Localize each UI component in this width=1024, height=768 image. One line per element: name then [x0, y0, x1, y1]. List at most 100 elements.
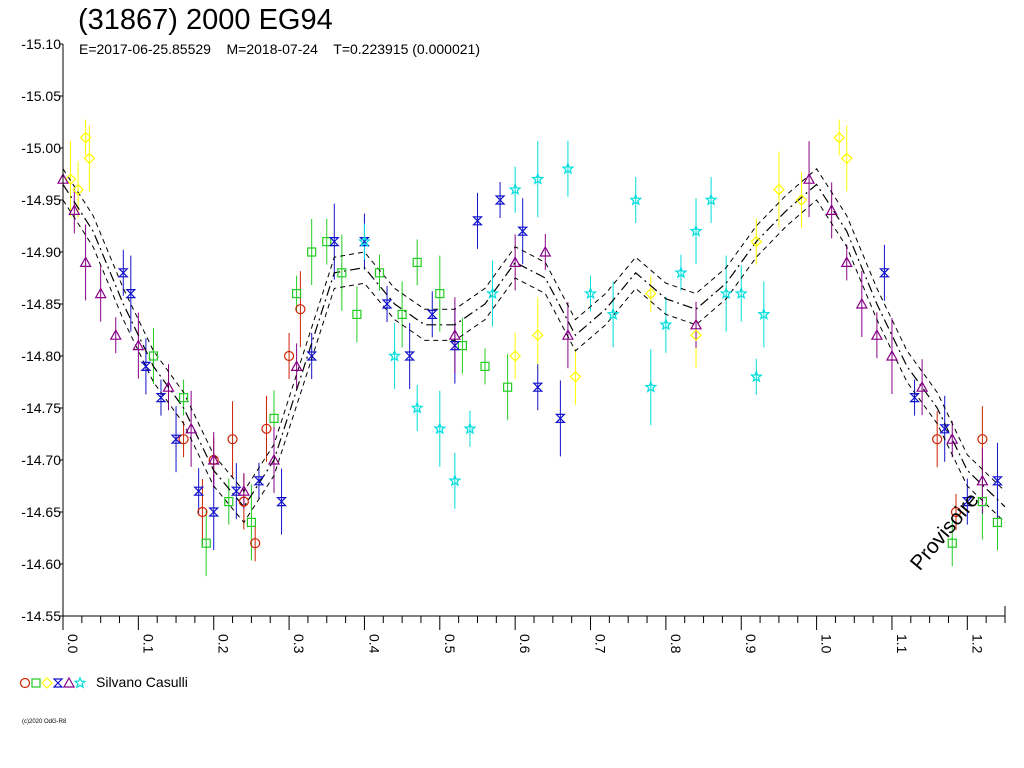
y-tick-label: -14.55 [21, 608, 61, 624]
data-point-star [508, 182, 522, 196]
data-point-star [606, 307, 620, 320]
fit-upper-bound [62, 199, 1006, 524]
x-tick-label: 0.3 [291, 634, 307, 654]
data-point-triangle [803, 172, 816, 184]
data-point-triangle [207, 453, 220, 465]
y-tick-label: -14.60 [21, 556, 61, 572]
data-point-circle [950, 506, 962, 518]
data-point-star [531, 172, 545, 185]
data-point-circle [283, 350, 295, 362]
data-point-hourglass [517, 226, 529, 236]
data-point-hourglass [193, 486, 205, 496]
data-point-hourglass [117, 268, 129, 278]
legend-symbol-hourglass [52, 678, 64, 688]
data-point-star [463, 421, 477, 435]
data-point-hourglass [909, 393, 921, 403]
data-point-diamond [833, 131, 846, 144]
data-point-square [457, 341, 468, 351]
copyright-text: (c)2020 OdG-R8 [22, 719, 67, 725]
legend-symbol-star [73, 676, 87, 689]
y-tick-label: -15.10 [21, 36, 61, 52]
data-point-hourglass [494, 195, 506, 205]
data-point-triangle [267, 453, 281, 465]
chart-subtitle: E=2017-06-25.85529 M=2018-07-24 T=0.2239… [79, 41, 480, 57]
legend-label: Silvano Casulli [96, 674, 188, 690]
data-point-diamond [83, 152, 96, 165]
data-point-hourglass [939, 424, 951, 434]
y-tick-label: -14.70 [21, 452, 61, 468]
data-point-triangle [885, 349, 898, 361]
data-point-hourglass [358, 237, 370, 247]
fit-line [62, 183, 1006, 508]
data-point-square [292, 289, 302, 299]
data-point-circle [932, 434, 943, 445]
data-point-square [148, 351, 159, 361]
axes: -15.10 -15.05 -15.00 -14.95 -14.90 -14.85 -14.… [21, 36, 1006, 654]
chart-title: (31867) 2000 EG94 [78, 4, 333, 36]
data-point-hourglass [554, 413, 566, 423]
data-point-square [412, 257, 422, 267]
data-point-diamond [72, 183, 84, 196]
data-point-star [704, 193, 718, 206]
data-point-circle [227, 434, 238, 445]
data-point-triangle [539, 245, 552, 257]
data-point-triangle [509, 256, 522, 267]
data-point-hourglass [125, 289, 137, 299]
y-tick-label: -14.85 [21, 296, 61, 312]
data-point-triangle [840, 256, 853, 267]
data-point-square [977, 497, 987, 507]
data-point-diamond [569, 370, 582, 383]
data-point-star [448, 473, 462, 487]
data-point-triangle [825, 204, 838, 215]
x-tick-label: 0.6 [517, 634, 533, 654]
data-point-hourglass [170, 434, 182, 444]
data-point-triangle [870, 328, 883, 340]
y-tick-label: -14.90 [21, 244, 61, 260]
y-tick-label: -15.00 [21, 140, 61, 156]
data-point-star [561, 161, 575, 175]
data-point-triangle [290, 360, 303, 371]
data-point-triangle [162, 380, 175, 392]
y-tick-label: -15.05 [21, 88, 61, 104]
data-point-diamond [750, 235, 763, 248]
data-point-triangle [94, 287, 107, 299]
error-bars [62, 119, 998, 577]
data-point-hourglass [878, 268, 890, 278]
data-point-hourglass [140, 361, 152, 371]
data-point-circle [197, 506, 208, 518]
data-point-square [435, 289, 445, 299]
data-point-square [397, 309, 407, 319]
x-tick-label: 0.4 [366, 634, 382, 654]
data-point-square [178, 393, 189, 403]
data-point-diamond [773, 183, 785, 196]
data-point-triangle [448, 328, 461, 340]
data-point-star [387, 349, 402, 362]
data-point-triangle [976, 474, 989, 486]
data-point-hourglass [381, 299, 393, 309]
data-point-hourglass [992, 476, 1003, 486]
data-point-triangle [79, 256, 92, 267]
data-point-square [269, 413, 279, 423]
data-point-hourglass [208, 507, 220, 517]
data-point-diamond [79, 131, 92, 144]
data-point-triangle [68, 204, 81, 215]
data-point-star [659, 317, 673, 331]
data-points [56, 131, 1003, 549]
x-tick-label: 1.2 [969, 634, 985, 654]
data-point-hourglass [532, 382, 544, 392]
x-tick-label: 1.1 [894, 634, 910, 654]
data-point-star [357, 234, 372, 248]
data-point-square [307, 247, 317, 257]
x-tick-label: 0.1 [140, 634, 156, 654]
data-point-square [224, 497, 234, 507]
data-point-hourglass [276, 497, 287, 507]
data-point-star [410, 401, 424, 414]
data-point-diamond [840, 152, 853, 165]
data-point-square [322, 237, 332, 247]
data-point-triangle [946, 432, 959, 444]
legend-symbol-diamond [41, 677, 53, 689]
data-point-circle [977, 434, 988, 445]
data-point-square [947, 538, 957, 548]
data-point-hourglass [449, 341, 461, 351]
